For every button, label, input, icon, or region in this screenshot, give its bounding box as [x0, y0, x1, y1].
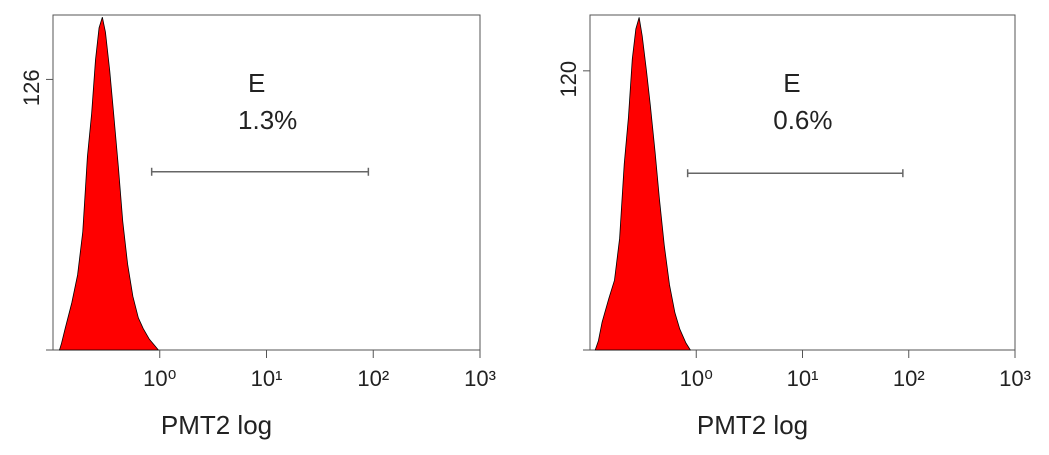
y-tick-label: 126: [19, 69, 44, 106]
x-tick-label: 10²: [893, 366, 925, 391]
gate-percent: 1.3%: [238, 105, 297, 135]
gate-name: E: [783, 68, 800, 98]
x-tick-label: 10⁰: [143, 366, 176, 391]
histogram-area: [594, 17, 692, 351]
x-tick-label: 10⁰: [680, 366, 713, 391]
x-tick-label: 10³: [999, 366, 1031, 391]
x-tick-label: 10²: [357, 366, 389, 391]
y-tick-label: 120: [556, 61, 581, 98]
x-tick-label: 10¹: [251, 366, 283, 391]
histogram-area: [58, 17, 160, 351]
gate-percent: 0.6%: [773, 105, 832, 135]
x-tick-label: 10¹: [787, 366, 819, 391]
gate-name: E: [248, 68, 265, 98]
x-axis-label: PMT2 log: [697, 410, 808, 440]
x-axis-label: PMT2 log: [161, 410, 272, 440]
x-tick-label: 10³: [464, 366, 496, 391]
